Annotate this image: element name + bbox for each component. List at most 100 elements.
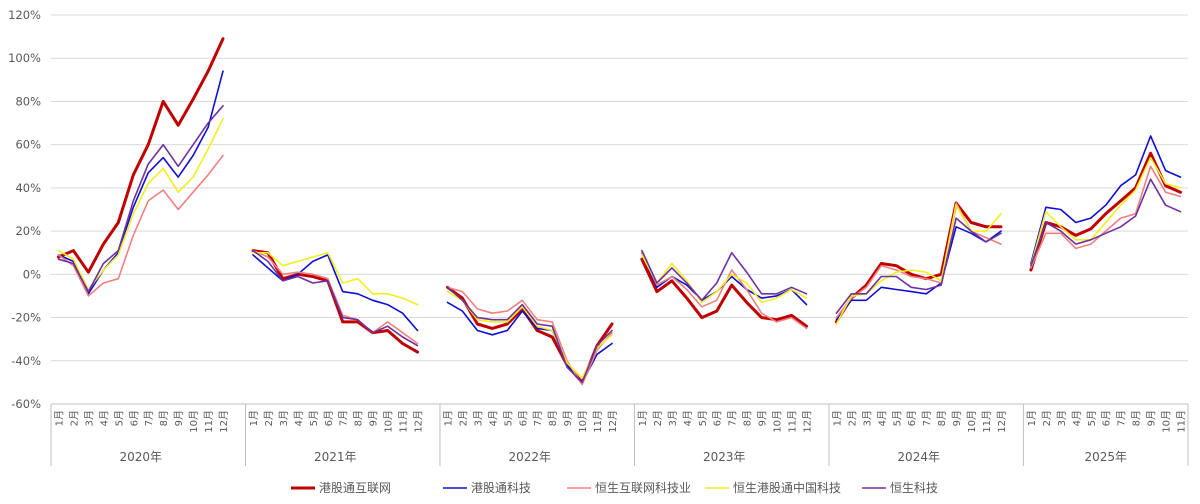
series-line-segment: [641, 251, 808, 330]
month-tick-label: 8月: [742, 410, 754, 426]
y-tick-label: -60%: [11, 397, 41, 411]
series-lines: [57, 37, 1182, 386]
month-tick-label: 9月: [951, 410, 963, 426]
month-tick-label: 10月: [383, 410, 395, 433]
month-tick-label: 3月: [278, 410, 290, 426]
month-tick-label: 2月: [457, 410, 469, 426]
series-line-segment: [835, 226, 1002, 321]
month-tick-label: 4月: [876, 410, 888, 426]
month-tick-label: 6月: [128, 410, 140, 426]
month-tick-label: 10月: [188, 410, 200, 433]
month-tick-label: 7月: [1116, 410, 1128, 426]
month-tick-label: 6月: [906, 410, 918, 426]
month-tick-label: 1月: [53, 410, 65, 426]
month-tick-label: 8月: [158, 410, 170, 426]
month-tick-label: 5月: [697, 410, 709, 426]
month-tick-label: 4月: [98, 410, 110, 426]
month-tick-label: 6月: [712, 410, 724, 426]
y-tick-label: 20%: [15, 224, 41, 238]
series-line-segment: [641, 254, 808, 304]
month-tick-label: 7月: [532, 410, 544, 426]
month-tick-label: 4月: [293, 410, 305, 426]
series-line-segment: [57, 154, 224, 297]
month-tick-label: 10月: [966, 410, 978, 433]
month-tick-label: 1月: [248, 410, 260, 426]
month-tick-label: 9月: [1146, 410, 1158, 426]
y-tick-label: 100%: [8, 51, 41, 65]
month-tick-label: 9月: [757, 410, 769, 426]
year-label: 2022年: [508, 450, 551, 464]
legend-label: 港股通科技: [471, 481, 531, 495]
month-tick-label: 5月: [308, 410, 320, 426]
month-tick-label: 1月: [442, 410, 454, 426]
month-tick-label: 6月: [323, 410, 335, 426]
y-axis-ticks: -60% -40% -20% 0% 20% 40% 60% 80% 100% 120%: [8, 8, 41, 411]
y-tick-label: -40%: [11, 354, 41, 368]
month-tick-label: 12月: [607, 410, 619, 433]
year-label: 2024年: [897, 450, 940, 464]
month-tick-label: 2月: [263, 410, 275, 426]
series-line-segment: [57, 37, 225, 274]
month-tick-label: 3月: [472, 410, 484, 426]
series-line-segment: [1029, 151, 1182, 272]
month-tick-label: 1月: [637, 410, 649, 426]
series-line-segment: [1030, 156, 1182, 267]
month-tick-label: 4月: [682, 410, 694, 426]
month-tick-label: 11月: [1176, 410, 1188, 433]
series-line-segment: [446, 286, 613, 384]
series-line-segment: [57, 105, 224, 293]
series-line-segment: [252, 249, 419, 345]
month-tick-label: 1月: [831, 410, 843, 426]
month-tick-label: 4月: [1071, 410, 1083, 426]
y-tick-label: 60%: [15, 138, 41, 152]
y-tick-label: 0%: [23, 267, 41, 281]
month-tick-label: 2月: [652, 410, 664, 426]
series-line-segment: [641, 249, 808, 302]
year-label: 2020年: [119, 450, 162, 464]
month-tick-label: 11月: [398, 410, 410, 433]
month-tick-label: 5月: [891, 410, 903, 426]
month-tick-label: 10月: [1161, 410, 1173, 433]
year-label: 2023年: [703, 450, 746, 464]
month-tick-label: 5月: [1086, 410, 1098, 426]
legend-label: 恒生港股通中国科技: [733, 480, 841, 495]
month-tick-label: 2月: [68, 410, 80, 426]
month-tick-label: 8月: [1131, 410, 1143, 426]
y-tick-label: 120%: [8, 8, 41, 22]
series-line-segment: [1030, 135, 1182, 265]
year-label: 2025年: [1084, 450, 1127, 464]
series-line-segment: [252, 251, 419, 306]
y-tick-label: 40%: [15, 181, 41, 195]
month-tick-label: 11月: [787, 410, 799, 433]
month-tick-label: 12月: [218, 410, 230, 433]
month-tick-label: 10月: [772, 410, 784, 433]
month-tick-label: 1月: [1026, 410, 1038, 426]
series-line-segment: [1030, 165, 1182, 269]
month-tick-label: 3月: [1056, 410, 1068, 426]
series-line-segment: [252, 249, 419, 347]
month-tick-label: 7月: [921, 410, 933, 426]
month-tick-label: 5月: [113, 410, 125, 426]
month-tick-label: 3月: [861, 410, 873, 426]
month-tick-label: 5月: [502, 410, 514, 426]
month-tick-label: 8月: [353, 410, 365, 426]
month-tick-label: 6月: [1101, 410, 1113, 426]
legend: 港股通互联网 港股通科技 恒生互联网科技业 恒生港股通中国科技 恒生科技: [291, 480, 938, 495]
month-tick-label: 6月: [517, 410, 529, 426]
month-tick-label: 7月: [143, 410, 155, 426]
legend-label: 恒生互联网科技业: [595, 481, 691, 495]
series-line-segment: [834, 201, 1003, 324]
legend-label: 港股通互联网: [319, 481, 391, 495]
month-tick-label: 2月: [846, 410, 858, 426]
series-line-segment: [251, 249, 419, 354]
legend-label: 恒生科技: [890, 481, 938, 495]
month-tick-label: 4月: [487, 410, 499, 426]
series-line-segment: [1030, 178, 1182, 267]
month-tick-label: 12月: [802, 410, 814, 433]
month-tick-label: 11月: [981, 410, 993, 433]
month-tick-label: 12月: [413, 410, 425, 433]
month-tick-label: 9月: [562, 410, 574, 426]
month-tick-label: 9月: [368, 410, 380, 426]
series-line-segment: [446, 286, 613, 386]
y-tick-label: -20%: [11, 311, 41, 325]
